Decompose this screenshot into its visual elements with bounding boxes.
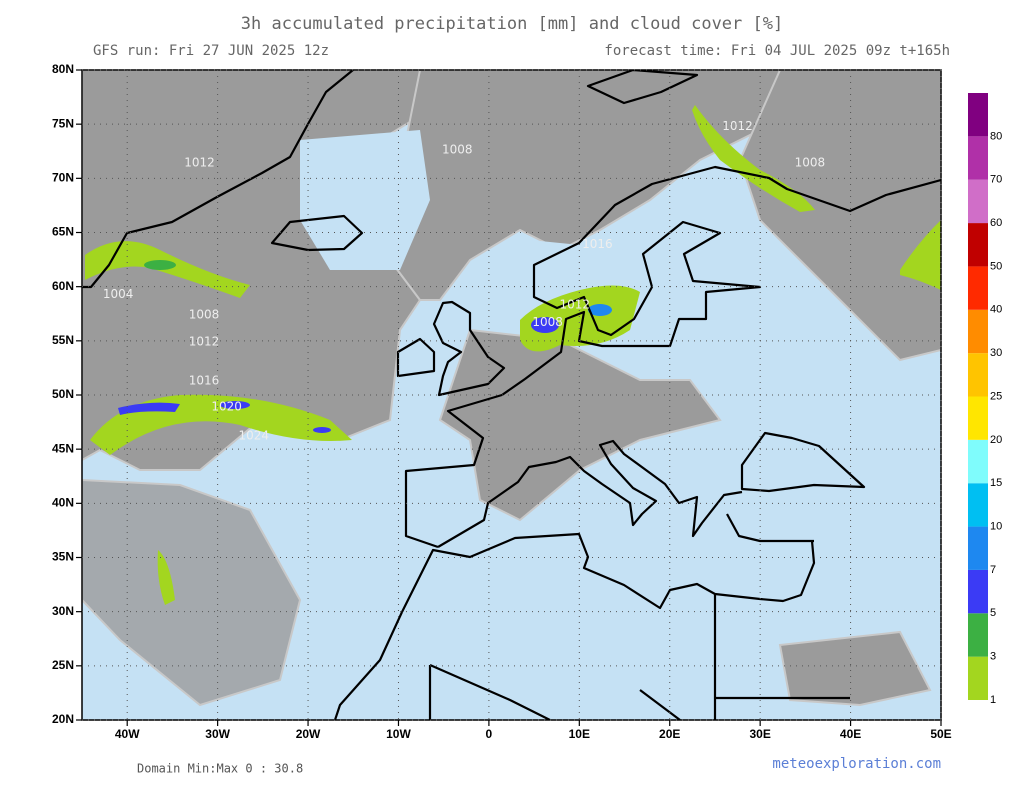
x-tick-label: 10E xyxy=(569,727,590,741)
y-tick-label: 70N xyxy=(52,171,74,185)
coastline xyxy=(740,431,866,493)
coastline xyxy=(82,70,354,289)
y-tick-label: 35N xyxy=(52,550,74,564)
colorbar-label: 5 xyxy=(990,607,996,619)
run-label: GFS run: Fri 27 JUN 2025 12z xyxy=(93,43,329,59)
isobar-label: 1012 xyxy=(560,298,591,312)
colorbar-label: 3 xyxy=(990,651,996,663)
isobar-label: 1012 xyxy=(184,156,215,170)
x-tick-label: 20E xyxy=(659,727,680,741)
cloud-area xyxy=(778,630,932,707)
isobar-label: 1012 xyxy=(189,334,220,348)
y-tick-label: 65N xyxy=(52,225,74,239)
precip-area xyxy=(144,260,176,270)
colorbar-segment xyxy=(968,439,988,484)
coastline xyxy=(396,337,436,378)
precip-area xyxy=(531,317,559,333)
colorbar-label: 20 xyxy=(990,434,1002,446)
cloud-area xyxy=(438,328,722,522)
x-tick-label: 40W xyxy=(115,727,140,741)
y-tick-label: 60N xyxy=(52,279,74,293)
colorbar-segment xyxy=(968,179,988,224)
coastline xyxy=(432,300,506,397)
y-tick-label: 40N xyxy=(52,496,74,510)
isobar-label: 1024 xyxy=(239,429,270,443)
colorbar-segment xyxy=(968,396,988,440)
domain-minmax: Domain Min:Max 0 : 30.8 xyxy=(137,762,303,776)
y-tick-label: 55N xyxy=(52,333,74,347)
y-tick-label: 30N xyxy=(52,604,74,618)
x-tick-label: 10W xyxy=(386,727,411,741)
y-tick-label: 80N xyxy=(52,62,74,76)
cloud-area xyxy=(82,478,302,707)
coastline xyxy=(586,70,699,105)
x-tick-label: 50E xyxy=(930,727,951,741)
colorbar-label: 80 xyxy=(990,130,1002,142)
colorbar-label: 60 xyxy=(990,217,1002,229)
colorbar-label: 7 xyxy=(990,564,996,576)
colorbar-segment xyxy=(968,483,988,527)
colorbar-label: 40 xyxy=(990,304,1002,316)
x-tick-label: 0 xyxy=(486,727,493,741)
colorbar-segment xyxy=(968,569,988,614)
isobar-label: 1012 xyxy=(722,119,753,133)
clear-area xyxy=(300,130,430,270)
isobar-label: 1008 xyxy=(442,143,473,157)
colorbar-segment xyxy=(968,136,988,180)
coastline xyxy=(404,165,941,549)
credit: meteoexploration.com xyxy=(772,756,941,772)
colorbar-segment xyxy=(968,93,988,137)
isobar-label: 1008 xyxy=(532,315,563,329)
precip-area xyxy=(900,220,941,290)
map-layer xyxy=(82,70,941,720)
colorbar-segment xyxy=(968,309,988,354)
isobar-label: 1016 xyxy=(582,237,613,251)
colorbar-label: 50 xyxy=(990,260,1002,272)
title: 3h accumulated precipitation [mm] and cl… xyxy=(241,14,783,34)
precip-area xyxy=(118,402,180,415)
y-tick-label: 75N xyxy=(52,116,74,130)
coastline xyxy=(437,439,814,548)
y-tick-label: 45N xyxy=(52,441,74,455)
isobar-label: 1016 xyxy=(189,373,220,387)
isobar-label: 1008 xyxy=(795,156,826,170)
colorbar-segment xyxy=(968,353,988,397)
precip-area xyxy=(85,241,250,298)
isobar-label: 1008 xyxy=(189,307,220,321)
precip-area xyxy=(692,105,815,212)
isobar-label: 1020 xyxy=(211,399,242,413)
x-tick-label: 30W xyxy=(205,727,230,741)
colorbar-segment xyxy=(968,656,988,700)
forecast-label: forecast time: Fri 04 JUL 2025 09z t+165… xyxy=(604,43,950,59)
y-tick-label: 50N xyxy=(52,387,74,401)
y-tick-label: 20N xyxy=(52,712,74,726)
x-tick-label: 30E xyxy=(749,727,770,741)
x-tick-label: 20W xyxy=(296,727,321,741)
precip-area xyxy=(157,550,175,605)
colorbar-label: 70 xyxy=(990,174,1002,186)
colorbar-label: 25 xyxy=(990,390,1002,402)
cloud-area xyxy=(738,70,941,362)
border xyxy=(333,594,850,720)
colorbar-segment xyxy=(968,613,988,657)
colorbar-label: 1 xyxy=(990,694,996,706)
precip-area xyxy=(588,304,612,316)
coastline xyxy=(401,532,816,613)
precip-area xyxy=(313,427,331,433)
y-tick-label: 25N xyxy=(52,658,74,672)
colorbar-label: 10 xyxy=(990,520,1002,532)
colorbar-label: 30 xyxy=(990,347,1002,359)
colorbar-segment xyxy=(968,266,988,310)
isobar-label: 1004 xyxy=(103,287,134,301)
precip-area xyxy=(220,401,250,409)
colorbar-segment xyxy=(968,526,988,570)
x-tick-label: 40E xyxy=(840,727,861,741)
colorbar-segment xyxy=(968,223,988,267)
colorbar-label: 15 xyxy=(990,477,1002,489)
